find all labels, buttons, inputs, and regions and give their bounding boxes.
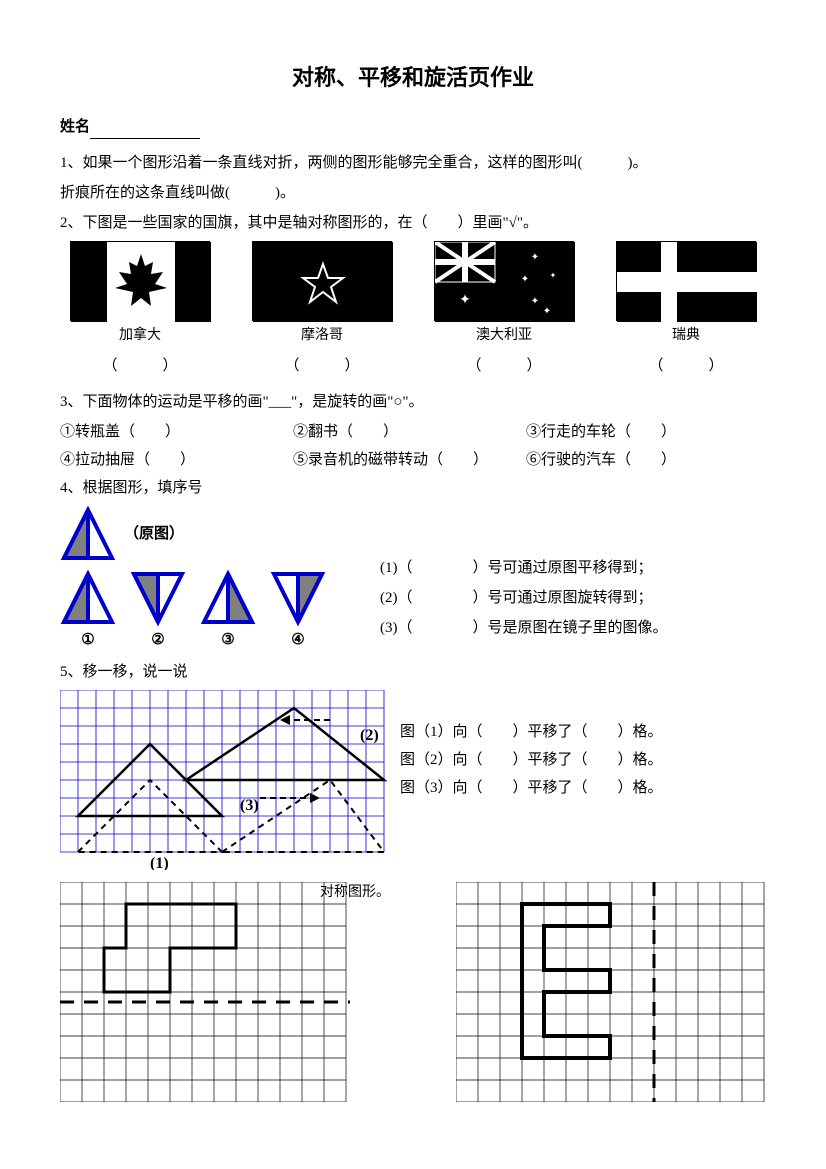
- q5-wrap: (2) (3) (1) 图（1）向（ ）平移了（ ）格。 图（2）向（ ）平移了…: [60, 690, 766, 870]
- flag-australia: ✦ ✦ ✦ ✦ ✦ ✦ 澳大利亚: [424, 241, 584, 347]
- flag-canada: 加拿大: [60, 241, 220, 347]
- tri-num-4: ④: [270, 628, 326, 652]
- q1-text: 1、如果一个图形沿着一条直线对折，两侧的图形能够完全重合，这样的图形叫( )。: [60, 151, 766, 175]
- q3-i6: ⑥行驶的汽车（ ）: [526, 448, 759, 472]
- paren-3[interactable]: （ ）: [424, 354, 584, 378]
- tri-num-1: ①: [60, 628, 116, 652]
- paren-4[interactable]: （ ）: [606, 354, 766, 378]
- svg-text:✦: ✦: [521, 274, 529, 285]
- q4-a2: (2)（ ）号可通过原图旋转得到；: [380, 586, 766, 610]
- tri-orig: [60, 506, 116, 562]
- tri-num-3: ③: [200, 628, 256, 652]
- tri-2: [130, 570, 186, 626]
- flag-morocco-svg: [253, 242, 393, 322]
- q2-text: 2、下图是一些国家的国旗，其中是轴对称图形的，在（ ）里画"√"。: [60, 211, 766, 235]
- q3-row1: ①转瓶盖（ ） ②翻书（ ） ③行走的车轮（ ）: [60, 420, 766, 444]
- flag-canada-label: 加拿大: [119, 325, 161, 347]
- flag-australia-label: 澳大利亚: [476, 325, 532, 347]
- grid6-left: [60, 882, 350, 1102]
- flags-row: 加拿大 摩洛哥 ✦ ✦ ✦ ✦ ✦ ✦: [60, 241, 766, 347]
- q6-row: 对称图形。: [60, 882, 766, 1102]
- paren-2[interactable]: （ ）: [242, 354, 402, 378]
- q5-right: 图（1）向（ ）平移了（ ）格。 图（2）向（ ）平移了（ ）格。 图（3）向（…: [400, 690, 766, 870]
- grid6-right: [456, 882, 766, 1102]
- q3-i1: ①转瓶盖（ ）: [60, 420, 293, 444]
- q4-left: （原图） ① ② ③: [60, 506, 380, 652]
- q6-label: 对称图形。: [320, 882, 390, 904]
- tri-1: [60, 570, 116, 626]
- flag-canada-svg: [71, 242, 211, 322]
- q4-text: 4、根据图形，填序号: [60, 476, 766, 500]
- tri-4: [270, 570, 326, 626]
- q1b-text: 折痕所在的这条直线叫做( )。: [60, 181, 766, 205]
- tri-3: [200, 570, 256, 626]
- svg-text:(1): (1): [150, 855, 169, 870]
- flag-morocco-label: 摩洛哥: [301, 325, 343, 347]
- flag-sweden: 瑞典: [606, 241, 766, 347]
- q3-i2: ②翻书（ ）: [293, 420, 526, 444]
- q3-row2: ④拉动抽屉（ ） ⑤录音机的磁带转动（ ） ⑥行驶的汽车（ ）: [60, 448, 766, 472]
- tri-num-2: ②: [130, 628, 186, 652]
- page-title: 对称、平移和旋活页作业: [60, 60, 766, 95]
- svg-text:(2): (2): [360, 727, 379, 744]
- q3-i4: ④拉动抽屉（ ）: [60, 448, 293, 472]
- q3-i5: ⑤录音机的磁带转动（ ）: [293, 448, 526, 472]
- q4-orig-label: （原图）: [124, 522, 184, 546]
- q4-wrap: （原图） ① ② ③: [60, 506, 766, 652]
- name-label: 姓名: [60, 119, 90, 135]
- q5-text: 5、移一移，说一说: [60, 660, 766, 684]
- name-underline[interactable]: [90, 138, 200, 139]
- flag-morocco: 摩洛哥: [242, 241, 402, 347]
- svg-text:✦: ✦: [531, 296, 539, 307]
- q4-a3: (3)（ ）号是原图在镜子里的图像。: [380, 616, 766, 640]
- q5-a3: 图（3）向（ ）平移了（ ）格。: [400, 776, 766, 800]
- q3-text: 3、下面物体的运动是平移的画"___"，是旋转的画"○"。: [60, 390, 766, 414]
- svg-text:(3): (3): [240, 797, 259, 814]
- q4-a1: (1)（ ）号可通过原图平移得到；: [380, 556, 766, 580]
- q5-a1: 图（1）向（ ）平移了（ ）格。: [400, 720, 766, 744]
- svg-text:✦: ✦: [531, 252, 539, 263]
- flag-sweden-svg: [617, 242, 757, 322]
- svg-text:✦: ✦: [459, 293, 471, 308]
- paren-1[interactable]: （ ）: [60, 354, 220, 378]
- flag-australia-svg: ✦ ✦ ✦ ✦ ✦ ✦: [435, 242, 575, 322]
- svg-text:✦: ✦: [543, 306, 551, 317]
- svg-text:✦: ✦: [550, 271, 557, 280]
- name-row: 姓名: [60, 115, 766, 139]
- flag-sweden-label: 瑞典: [672, 325, 700, 347]
- q5-a2: 图（2）向（ ）平移了（ ）格。: [400, 748, 766, 772]
- q3-i3: ③行走的车轮（ ）: [526, 420, 759, 444]
- q5-grid: (2) (3) (1): [60, 690, 400, 870]
- flag-paren-row: （ ） （ ） （ ） （ ）: [60, 354, 766, 378]
- q4-right: (1)（ ）号可通过原图平移得到； (2)（ ）号可通过原图旋转得到； (3)（…: [380, 506, 766, 652]
